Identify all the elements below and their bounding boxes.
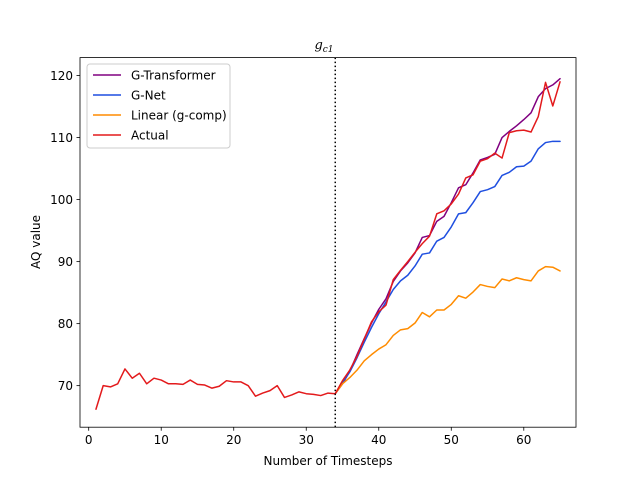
legend: G-Transformer G-Net Linear (g-comp) Actual bbox=[86, 63, 231, 149]
y-tick-label: 90 bbox=[58, 255, 73, 269]
x-ticks: 0 10 20 30 40 50 60 bbox=[85, 427, 531, 447]
chart-title-subscript: c1 bbox=[323, 45, 334, 55]
y-tick-label: 100 bbox=[50, 193, 73, 207]
y-tick-label: 120 bbox=[50, 69, 73, 83]
y-tick-label: 70 bbox=[58, 379, 73, 393]
x-tick-label: 60 bbox=[516, 433, 531, 447]
legend-frame bbox=[86, 63, 231, 149]
y-tick-label: 80 bbox=[58, 317, 73, 331]
legend-label-linear-g-comp: Linear (g-comp) bbox=[131, 108, 227, 122]
y-ticks: 70 80 90 100 110 120 bbox=[50, 69, 80, 393]
x-tick-label: 30 bbox=[299, 433, 314, 447]
series-line-actual bbox=[95, 81, 561, 410]
x-tick-label: 20 bbox=[226, 433, 241, 447]
series-layer bbox=[95, 77, 561, 410]
x-tick-label: 10 bbox=[154, 433, 169, 447]
x-axis-label: Number of Timesteps bbox=[264, 454, 393, 468]
y-tick-label: 110 bbox=[50, 131, 73, 145]
y-axis-label: AQ value bbox=[29, 215, 43, 269]
legend-label-g-transformer: G-Transformer bbox=[131, 68, 216, 82]
plot-frame bbox=[79, 57, 577, 428]
x-tick-label: 50 bbox=[444, 433, 459, 447]
series-line-g-net bbox=[334, 140, 561, 395]
chart-title: gc1 bbox=[314, 38, 333, 55]
x-tick-label: 0 bbox=[85, 433, 93, 447]
series-line-linear-g-comp bbox=[334, 265, 561, 395]
legend-label-actual: Actual bbox=[131, 128, 169, 142]
x-tick-label: 40 bbox=[371, 433, 386, 447]
legend-label-g-net: G-Net bbox=[131, 88, 166, 102]
chart-title-main: g bbox=[314, 38, 322, 53]
